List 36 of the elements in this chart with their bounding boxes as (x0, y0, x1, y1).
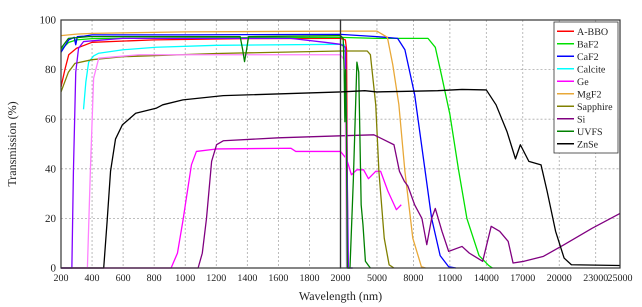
legend-label: Sapphire (577, 102, 614, 113)
x-axis-title: Wavelength (nm) (298, 289, 382, 303)
y-tick-label: 0 (50, 262, 56, 275)
legend-label: ZnSe (577, 139, 599, 150)
x-tick-label: 1000 (175, 273, 196, 284)
x-tick-label: 2000 (330, 273, 350, 284)
x-tick-label: 14000 (474, 273, 499, 284)
x-tick-label: 1200 (206, 273, 226, 284)
y-tick-label: 60 (45, 114, 56, 126)
legend-label: MgF2 (577, 89, 602, 100)
x-tick-label: 25000 (608, 273, 632, 284)
x-tick-label: 600 (116, 273, 131, 284)
legend-label: BaF2 (577, 39, 599, 50)
legend-label: Si (577, 114, 586, 126)
x-tick-label: 23000 (583, 273, 608, 284)
y-tick-label: 40 (45, 163, 56, 176)
y-tick-label: 20 (45, 212, 56, 225)
y-tick-label: 100 (40, 14, 56, 27)
x-tick-label: 11000 (438, 273, 462, 284)
x-tick-label: 1800 (299, 273, 320, 284)
x-tick-label: 17000 (510, 273, 536, 284)
x-tick-label: 5000 (366, 273, 387, 284)
x-tick-label: 200 (54, 273, 68, 284)
y-tick-label: 80 (45, 64, 56, 76)
y-axis-title: Transmission (%) (5, 101, 19, 187)
x-tick-label: 1600 (268, 273, 288, 284)
legend-label: UVFS (577, 126, 603, 138)
legend-label: A-BBO (577, 26, 608, 38)
legend-label: Calcite (577, 64, 606, 76)
legend-label: CaF2 (577, 52, 599, 63)
x-tick-label: 800 (146, 273, 162, 284)
legend-label: Ge (577, 76, 590, 88)
x-tick-label: 20000 (546, 273, 572, 284)
x-tick-label: 400 (84, 273, 100, 284)
x-tick-label: 8000 (403, 273, 424, 284)
x-tick-label: 1400 (237, 273, 258, 284)
